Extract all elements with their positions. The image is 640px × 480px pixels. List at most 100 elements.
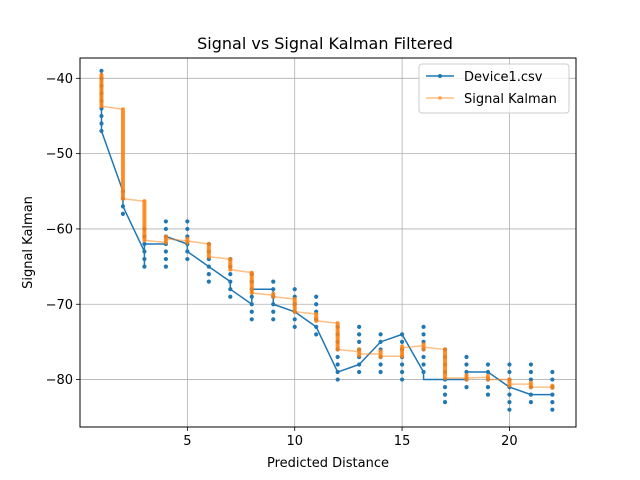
- data-point-device1: [120, 211, 126, 216]
- data-point-device1: [357, 369, 362, 375]
- data-point-device1: [528, 392, 534, 397]
- data-point-device1: [142, 241, 147, 247]
- legend-label-device1: Device1.csv: [464, 70, 543, 85]
- chart-title: Signal vs Signal Kalman Filtered: [197, 34, 453, 53]
- data-point-device1: [99, 68, 104, 73]
- data-point-device1: [507, 362, 512, 367]
- data-point-device1: [421, 354, 426, 360]
- data-point-device1: [357, 362, 362, 367]
- data-point-device1: [399, 377, 405, 382]
- data-point-device1: [399, 332, 405, 337]
- data-point-device1: [378, 362, 383, 367]
- x-tick-label: 20: [501, 434, 518, 449]
- y-axis-label: Signal Kalman: [21, 196, 36, 289]
- data-point-device1: [142, 264, 147, 269]
- data-point-device1: [357, 339, 362, 345]
- data-point-device1: [228, 279, 233, 284]
- data-point-device1: [185, 219, 190, 224]
- data-point-device1: [314, 332, 319, 337]
- data-point-device1: [442, 392, 448, 397]
- data-point-device1: [271, 302, 276, 307]
- data-point-device1: [206, 272, 211, 277]
- data-point-device1: [442, 384, 448, 390]
- data-point-device1: [120, 204, 126, 209]
- data-point-device1: [399, 369, 405, 375]
- x-tick-label: 10: [286, 434, 303, 449]
- data-point-device1: [485, 392, 491, 397]
- data-point-device1: [163, 264, 168, 269]
- data-point-device1: [271, 309, 276, 314]
- data-point-device1: [421, 332, 426, 337]
- data-point-device1: [163, 249, 168, 254]
- data-point-device1: [399, 362, 405, 367]
- axes-frame: [79, 57, 577, 428]
- data-point-device1: [142, 249, 147, 254]
- data-point-device1: [163, 226, 168, 232]
- y-tick-label: −60: [46, 222, 73, 237]
- data-point-device1: [421, 362, 426, 367]
- data-point-device1: [249, 302, 254, 307]
- tick-layer: 5 10 15 20 −40 −50 −60 −70 −80: [46, 72, 518, 449]
- data-point-device1: [335, 354, 340, 360]
- legend: Device1.csv Signal Kalman: [418, 63, 570, 114]
- data-point-device1: [206, 279, 211, 284]
- data-point-device1: [163, 219, 168, 224]
- data-point-device1: [378, 369, 383, 375]
- data-point-device1: [228, 287, 233, 292]
- data-point-device1: [378, 332, 383, 337]
- x-axis-label: Predicted Distance: [267, 456, 389, 471]
- data-point-device1: [528, 362, 534, 367]
- data-point-device1: [399, 339, 405, 345]
- data-point-device1: [464, 354, 469, 360]
- data-point-device1: [314, 294, 319, 299]
- data-point-device1: [485, 362, 491, 367]
- data-point-device1: [528, 369, 534, 375]
- x-tick-label: 15: [394, 434, 411, 449]
- data-point-device1: [550, 392, 555, 397]
- data-point-device1: [485, 384, 491, 390]
- data-point-device1: [507, 407, 512, 412]
- legend-box: [418, 63, 570, 114]
- data-point-device1: [421, 324, 426, 329]
- data-point-device1: [335, 362, 340, 367]
- data-point-device1: [550, 400, 555, 405]
- data-point-device1: [292, 317, 297, 322]
- data-point-device1: [528, 377, 534, 382]
- data-point-device1: [249, 317, 254, 322]
- data-point-device1: [185, 226, 190, 232]
- data-point-device1: [271, 317, 276, 322]
- data-point-device1: [206, 264, 211, 269]
- data-point-device1: [99, 128, 104, 134]
- y-tick-label: −80: [46, 373, 73, 388]
- data-point-device1: [99, 121, 104, 126]
- data-point-device1: [464, 362, 469, 367]
- x-tick-label: 5: [183, 434, 191, 449]
- plot-area: [99, 68, 555, 412]
- data-point-device1: [249, 309, 254, 314]
- data-point-device1: [314, 302, 319, 307]
- data-point-device1: [550, 407, 555, 412]
- data-point-device1: [485, 369, 491, 375]
- data-point-device1: [228, 294, 233, 299]
- legend-label-kalman: Signal Kalman: [464, 92, 557, 107]
- data-point-device1: [163, 256, 168, 262]
- data-point-device1: [464, 369, 469, 375]
- legend-marker-device1: [438, 74, 442, 78]
- data-point-device1: [528, 400, 534, 405]
- y-tick-label: −70: [46, 298, 73, 313]
- data-point-device1: [507, 392, 512, 397]
- data-point-device1: [292, 324, 297, 329]
- data-point-device1: [507, 400, 512, 405]
- data-point-device1: [292, 287, 297, 292]
- data-point-device1: [99, 113, 104, 119]
- data-point-device1: [357, 324, 362, 329]
- data-point-device1: [271, 279, 276, 284]
- y-tick-label: −50: [46, 147, 73, 162]
- data-point-device1: [185, 256, 190, 262]
- data-point-device1: [507, 369, 512, 375]
- data-point-device1: [442, 400, 448, 405]
- data-point-device1: [335, 377, 340, 382]
- data-point-device1: [357, 332, 362, 337]
- grid-layer: [80, 58, 576, 427]
